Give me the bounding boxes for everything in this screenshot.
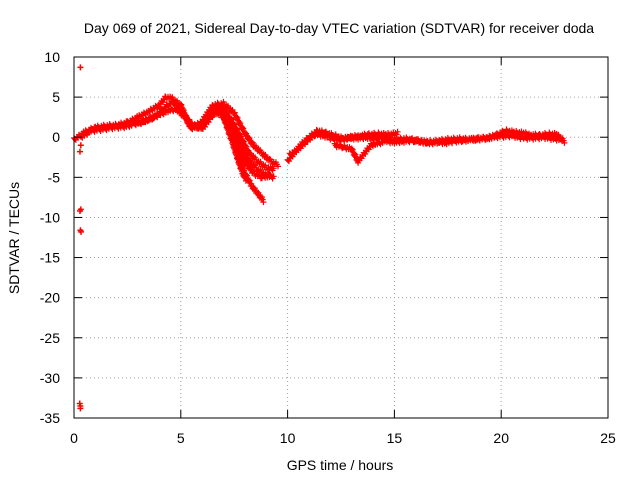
data-point	[98, 123, 115, 134]
series-track-10	[391, 131, 566, 147]
x-tick-label: 0	[70, 430, 78, 446]
data-point	[476, 132, 493, 144]
data-point	[88, 125, 104, 135]
data-point	[508, 131, 525, 143]
data-point	[455, 134, 471, 145]
data-point	[109, 122, 125, 133]
data-point	[173, 106, 188, 120]
data-point	[355, 149, 367, 166]
data-point	[220, 98, 237, 116]
x-tick-label: 5	[177, 430, 185, 446]
data-point	[530, 132, 546, 143]
axis-ticks	[73, 56, 609, 419]
data-point	[259, 170, 273, 182]
data-point	[250, 142, 265, 156]
data-point	[259, 150, 273, 164]
y-tick-label: -35	[40, 410, 60, 426]
x-tick-label: 10	[280, 430, 296, 446]
data-point	[220, 113, 235, 143]
data-point	[412, 136, 429, 146]
data-point	[241, 129, 256, 148]
data-point	[77, 405, 84, 412]
data-point	[254, 189, 267, 206]
y-tick-label: 5	[52, 89, 60, 105]
data-point	[263, 163, 277, 174]
data-point	[235, 158, 246, 177]
data-point	[77, 64, 84, 71]
data-point	[246, 149, 260, 166]
y-tick-label: 10	[44, 49, 60, 65]
y-tick-label: 0	[52, 129, 60, 145]
y-tick-label: -20	[40, 290, 60, 306]
plot-frame	[73, 56, 609, 419]
y-tick-label: -10	[40, 209, 60, 225]
data-point	[135, 116, 151, 127]
data-point	[286, 146, 301, 159]
data-point	[231, 109, 248, 137]
tick-labels: 0 5 10 15 20 25 10 5 0 -5 -10 -15 -20 -25 -30 -35	[40, 49, 616, 446]
x-axis-label: GPS time / hours	[287, 457, 394, 473]
data-point	[239, 170, 250, 184]
series-track-6	[212, 107, 250, 184]
series-isolated	[76, 64, 85, 412]
data-point	[551, 134, 566, 145]
x-tick-label: 20	[493, 430, 509, 446]
x-tick-label: 25	[600, 430, 616, 446]
x-tick-label: 15	[387, 430, 403, 446]
y-tick-label: -30	[40, 370, 60, 386]
data-point	[229, 137, 242, 163]
chart-title: Day 069 of 2021, Sidereal Day-to-day VTE…	[84, 20, 594, 36]
data-point	[78, 228, 85, 235]
data-point	[346, 133, 360, 143]
data-point	[77, 142, 84, 149]
data-point	[423, 136, 439, 147]
y-axis-label: SDTVAR / TECUs	[6, 182, 22, 294]
data-point	[145, 111, 162, 124]
y-tick-label: -5	[48, 169, 61, 185]
data-point	[76, 148, 83, 155]
data-point	[182, 112, 196, 129]
data-point	[519, 133, 536, 143]
data-point	[391, 134, 407, 145]
y-tick-label: -15	[40, 250, 60, 266]
data-point	[444, 134, 461, 145]
data-point	[267, 156, 281, 170]
y-tick-label: -25	[40, 330, 60, 346]
data-point	[76, 208, 83, 215]
data-point	[434, 135, 450, 146]
data-point	[466, 134, 482, 144]
data-point	[382, 136, 397, 147]
data-point	[241, 158, 256, 177]
data-points	[71, 64, 568, 412]
data-point	[295, 138, 309, 154]
data-point	[120, 120, 136, 132]
data-point	[487, 132, 503, 142]
